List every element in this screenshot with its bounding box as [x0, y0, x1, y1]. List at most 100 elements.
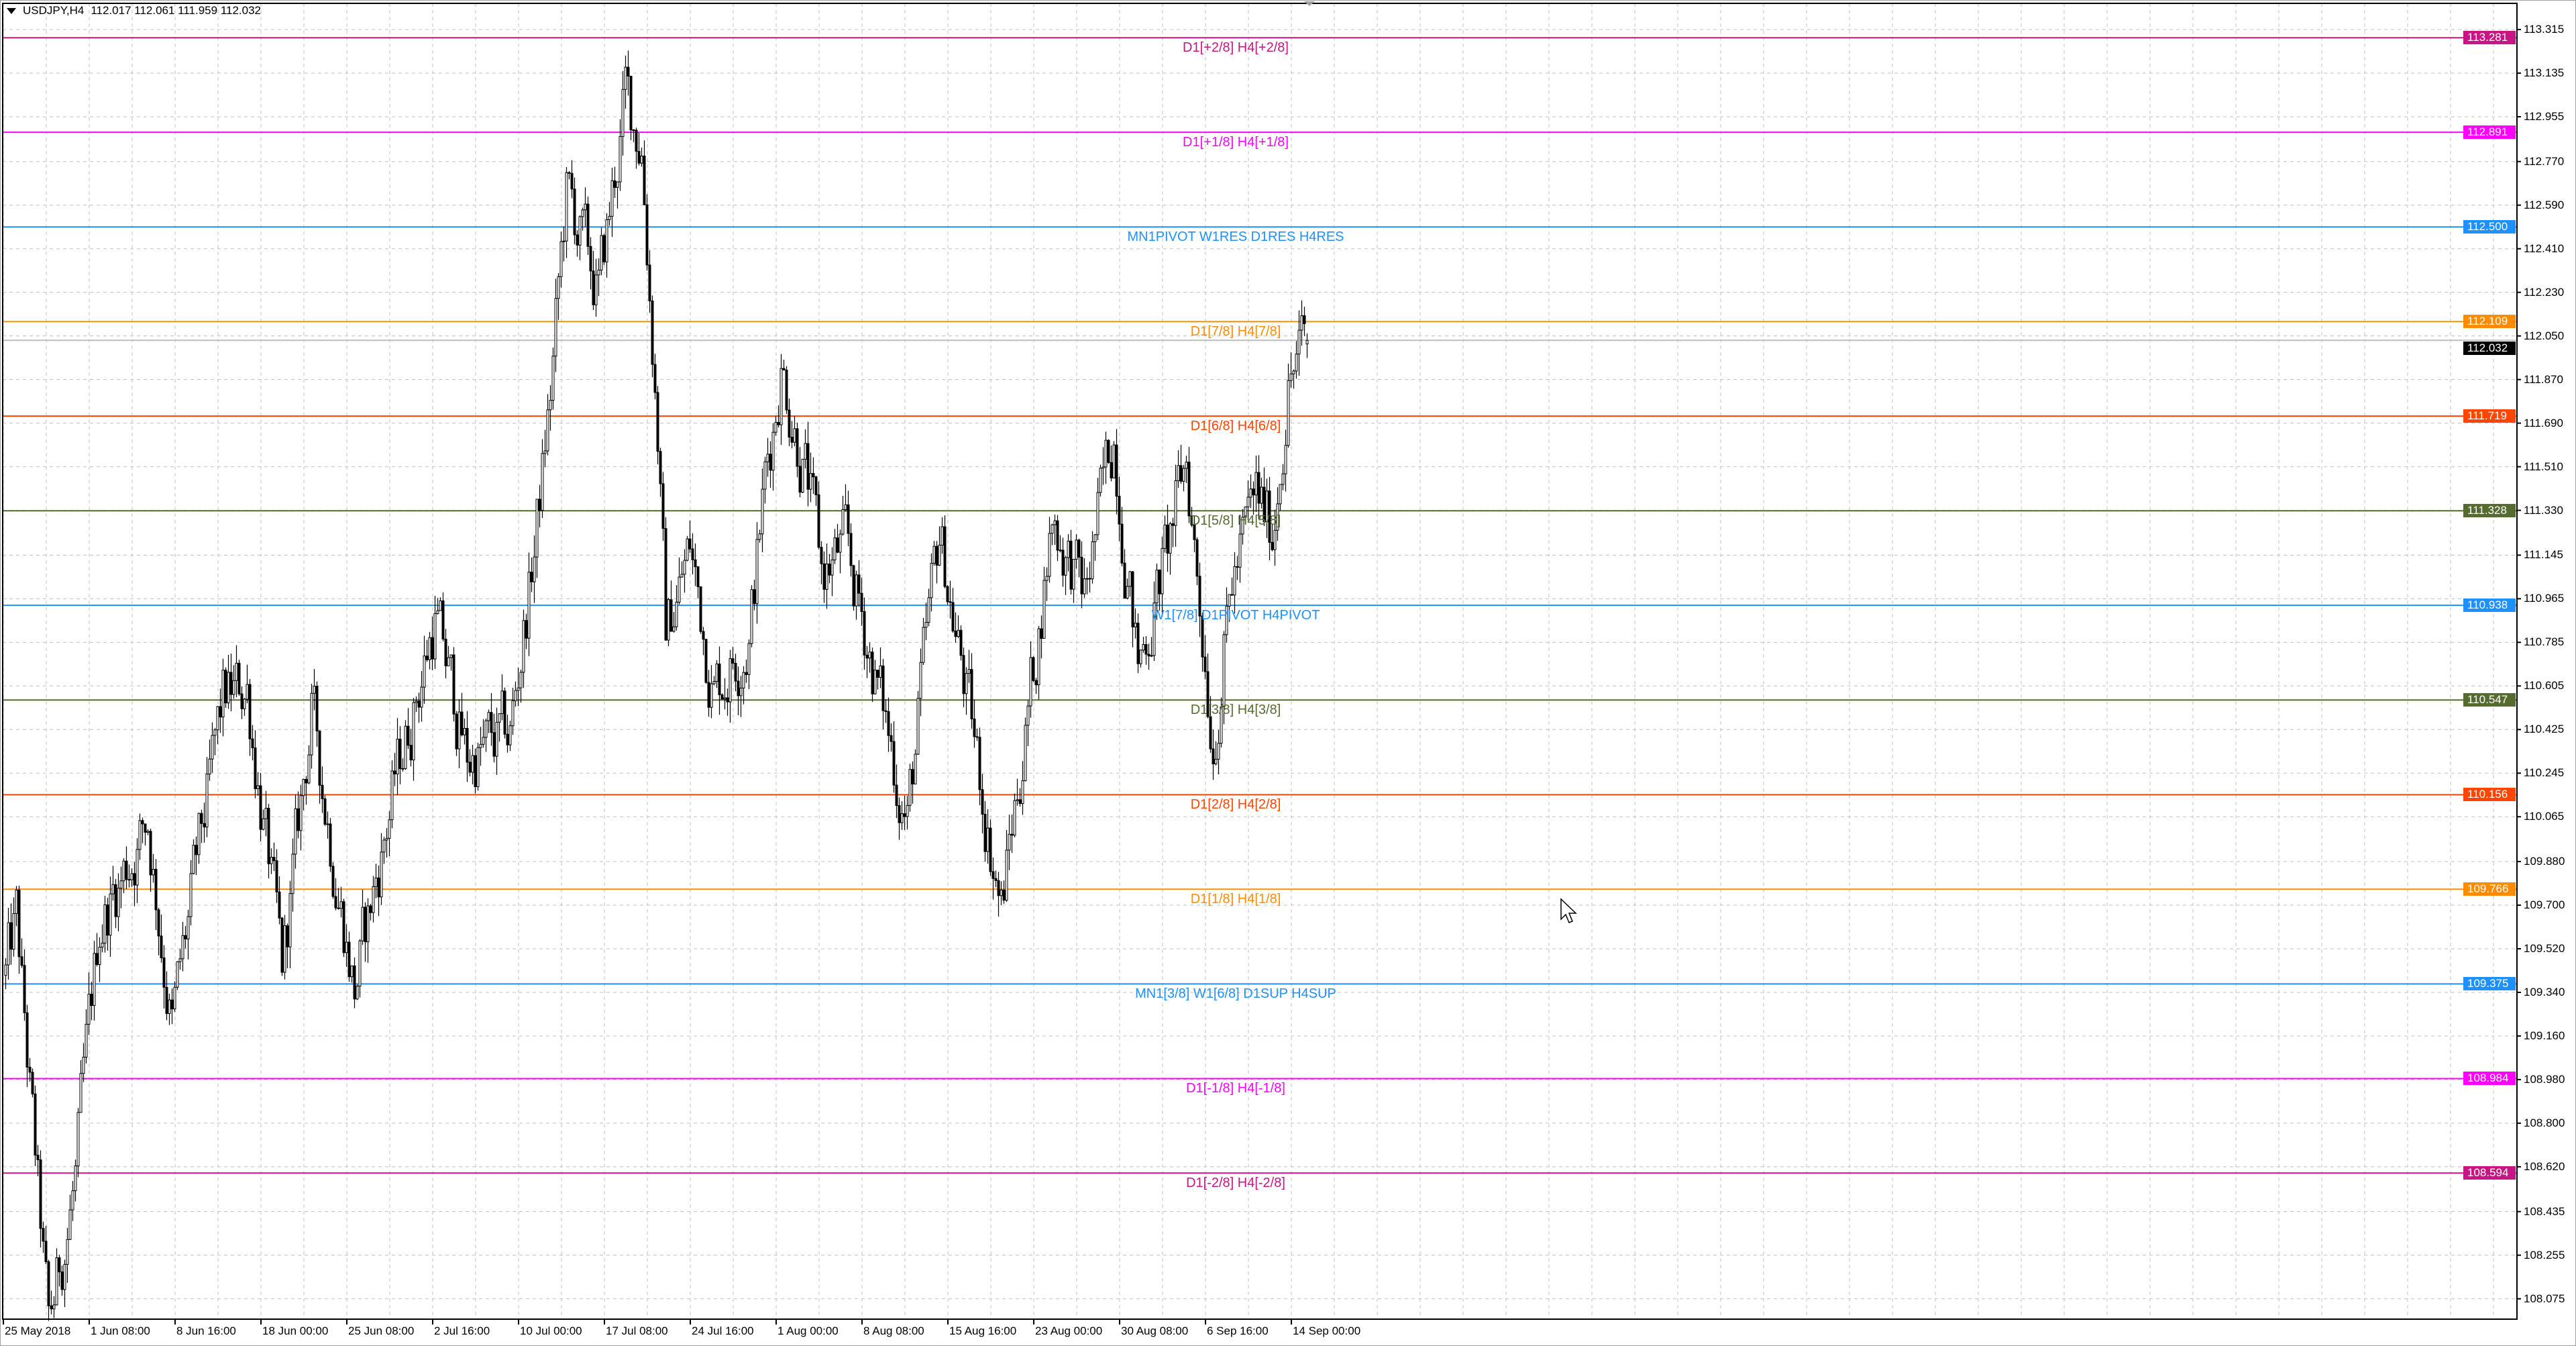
candle-body-bear	[994, 878, 998, 881]
candle-body-bear	[1118, 496, 1121, 525]
candle-body-bull	[522, 620, 525, 673]
candle	[364, 902, 367, 962]
candle-body-bear	[364, 907, 367, 943]
candle-body-bull	[152, 869, 155, 876]
candle-body-bear	[369, 905, 372, 913]
candle	[246, 664, 249, 704]
candle-body-bear	[669, 599, 673, 632]
candle	[106, 898, 109, 951]
candle	[66, 1227, 69, 1283]
candle-body-bear	[1069, 540, 1073, 590]
candle-body-bull	[830, 559, 834, 576]
candle	[895, 764, 898, 819]
candle	[248, 678, 252, 756]
y-tick-label: 112.590	[2524, 198, 2565, 211]
candle	[1069, 529, 1073, 594]
candle-body-bear	[1056, 520, 1059, 551]
candle	[559, 231, 563, 288]
candle	[1263, 467, 1266, 527]
candle	[1220, 697, 1223, 748]
candle-body-bear	[637, 151, 641, 164]
x-tick-label: 8 Aug 08:00	[863, 1325, 924, 1337]
candle-body-bear	[962, 655, 965, 694]
candle	[111, 866, 115, 901]
candle	[1000, 881, 1003, 905]
candle-body-bear	[160, 935, 163, 958]
candle	[90, 982, 93, 1021]
level-price-badge: 111.719	[2463, 409, 2516, 423]
candle-body-bear	[224, 670, 227, 704]
candle	[1005, 829, 1008, 902]
candle-body-bear	[1088, 578, 1091, 580]
candle	[648, 250, 651, 313]
candle	[229, 654, 233, 712]
y-tick-label: 110.785	[2524, 635, 2565, 649]
candle	[1246, 480, 1250, 521]
candle	[425, 639, 429, 662]
candle	[495, 707, 498, 775]
candle	[645, 194, 649, 271]
candle-body-bear	[828, 564, 831, 576]
candle-body-bull	[557, 276, 560, 299]
symbol-timeframe: USDJPY,H4	[23, 4, 85, 17]
candle	[723, 678, 727, 710]
candle-body-bull	[543, 450, 547, 454]
candle-body-bear	[286, 925, 289, 947]
candle	[58, 1255, 61, 1287]
candle-body-bull	[1053, 520, 1057, 525]
candle	[160, 914, 163, 963]
candle-body-bull	[640, 155, 643, 164]
candle-body-bull	[1067, 540, 1070, 558]
candle	[1136, 613, 1140, 674]
candle	[535, 499, 539, 578]
candle	[232, 665, 235, 699]
y-tick-label: 108.800	[2524, 1116, 2565, 1129]
candle	[1295, 341, 1298, 379]
candle-body-bull	[479, 743, 482, 748]
candle	[581, 207, 584, 231]
candle-body-bear	[602, 235, 606, 262]
y-tick-label: 110.605	[2524, 679, 2565, 692]
y-tick-label: 110.425	[2524, 723, 2565, 736]
candle	[629, 75, 633, 141]
candle	[873, 660, 877, 695]
candle-body-bear	[1257, 472, 1260, 504]
candle-body-bear	[353, 965, 356, 1000]
candle-body-bull	[264, 808, 268, 819]
candle	[814, 476, 818, 506]
candle	[688, 520, 692, 553]
candle-body-bull	[358, 940, 362, 987]
candle-body-bull	[1155, 570, 1159, 604]
candle	[981, 774, 984, 834]
candle	[283, 915, 286, 980]
candle-body-bull	[122, 860, 125, 882]
candle	[930, 553, 933, 612]
triangle-down-icon[interactable]	[7, 7, 16, 14]
candle-body-bear	[165, 986, 168, 1015]
candle	[704, 639, 708, 684]
candle	[949, 580, 952, 619]
candle	[1287, 363, 1290, 448]
candle-body-bear	[943, 526, 947, 587]
candle-body-bull	[498, 713, 501, 723]
scroll-marker-icon[interactable]	[1304, 1, 1315, 6]
candle	[294, 794, 297, 869]
candle-body-bull	[374, 877, 378, 887]
candle	[396, 718, 399, 795]
candle	[216, 706, 219, 745]
candle	[602, 234, 606, 265]
candle	[1021, 761, 1024, 815]
candle-body-bear	[34, 1093, 37, 1156]
candle	[991, 857, 995, 900]
candle-body-bull	[675, 601, 678, 627]
candle-body-bear	[444, 638, 447, 666]
candle	[278, 876, 281, 925]
candle-body-bull	[299, 795, 303, 831]
candle-body-bull	[1182, 468, 1185, 482]
candle	[1257, 455, 1260, 520]
candle	[506, 715, 509, 753]
candle-body-bear	[1120, 523, 1124, 564]
candle	[1190, 507, 1193, 527]
candle	[514, 681, 517, 707]
